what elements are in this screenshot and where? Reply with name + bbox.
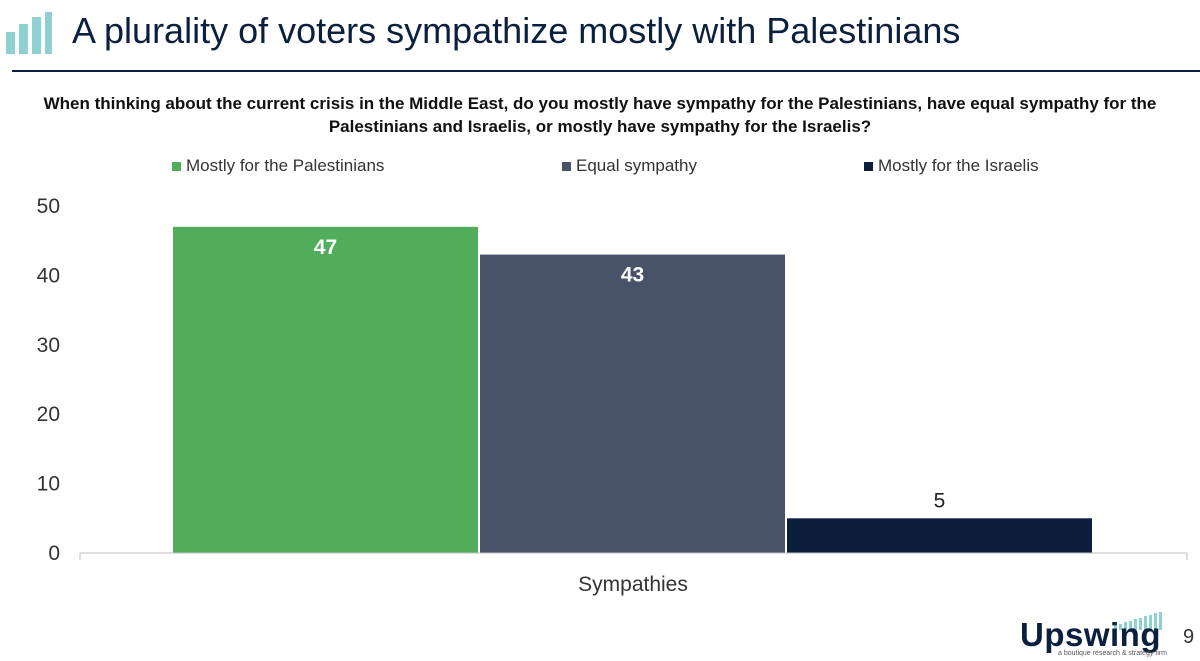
legend-item-equal: Equal sympathy	[562, 156, 697, 176]
bar-series: 47 43 5	[173, 226, 1092, 553]
y-tick-label: 50	[37, 195, 60, 218]
y-tick-label: 30	[37, 334, 60, 357]
legend-item-israelis: Mostly for the Israelis	[864, 156, 1039, 176]
brand-bars-icon	[1114, 612, 1162, 630]
survey-question: When thinking about the current crisis i…	[43, 94, 1157, 136]
page-title: A plurality of voters sympathize mostly …	[72, 10, 961, 51]
brand-tagline: a boutique research & strategy firm	[1058, 650, 1167, 657]
brand-logo: Upswing a boutique research & strategy f…	[1018, 612, 1167, 658]
legend-item-palestinians: Mostly for the Palestinians	[172, 156, 384, 176]
data-label-equal: 43	[621, 264, 644, 287]
legend-label-israelis: Mostly for the Israelis	[878, 156, 1039, 175]
bar-palestinians	[173, 226, 478, 553]
bar-israelis	[787, 518, 1092, 553]
title-divider	[12, 70, 1200, 72]
legend-label-equal: Equal sympathy	[576, 156, 697, 175]
data-label-israelis: 5	[934, 489, 946, 512]
y-tick-label: 0	[48, 542, 60, 565]
y-axis-ticks: 0 10 20 30 40 50	[37, 195, 60, 565]
legend-swatch-equal	[562, 161, 571, 171]
legend-swatch-palestinians	[172, 161, 181, 171]
y-tick-label: 20	[37, 403, 60, 426]
legend-label-palestinians: Mostly for the Palestinians	[186, 156, 385, 175]
x-category-label: Sympathies	[578, 573, 688, 596]
brand-name: Upswing	[1020, 616, 1161, 653]
y-tick-label: 40	[37, 264, 60, 287]
y-tick-label: 10	[37, 473, 60, 496]
page-number: 9	[1183, 626, 1195, 648]
legend-swatch-israelis	[864, 161, 873, 171]
data-label-palestinians: 47	[314, 236, 337, 259]
bar-equal	[480, 254, 785, 553]
bar-chart-logo-icon	[6, 12, 52, 54]
chart-legend: Mostly for the Palestinians Equal sympat…	[0, 156, 1200, 180]
